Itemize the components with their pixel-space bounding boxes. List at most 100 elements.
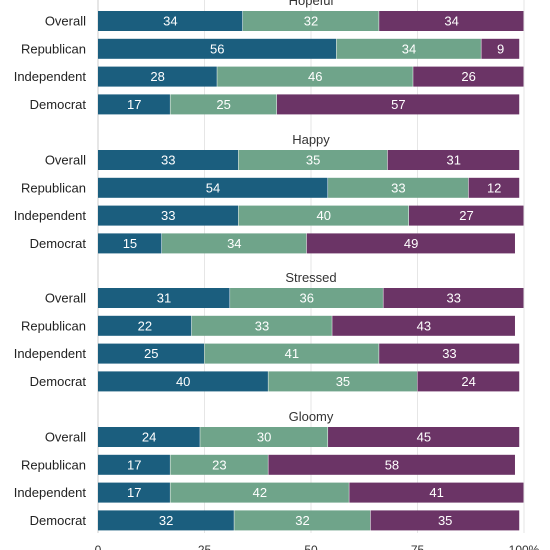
bar-segment-third [417,371,520,392]
category-label: Democrat [30,97,87,112]
bar-segment-third [332,315,515,336]
bar-value-label: 31 [157,291,171,306]
bar-segment-second [191,315,332,336]
bar-value-label: 33 [391,180,405,195]
bar-segment-third [306,233,515,254]
bar-value-label: 45 [417,430,431,445]
category-label: Republican [21,180,86,195]
bar-segment-third [408,205,524,226]
bar-value-label: 9 [497,41,504,56]
bar-segment-first [98,288,230,308]
bar-segment-first [98,94,170,115]
bar-segment-third [370,510,520,531]
bar-value-label: 15 [123,236,137,251]
bar-value-label: 33 [255,318,269,333]
category-label: Overall [45,291,86,306]
bar-segment-second [200,427,328,447]
bar-segment-third [413,66,524,87]
category-label: Independent [14,485,87,500]
category-label: Overall [45,430,86,445]
bar-segment-first [98,11,243,31]
bar-value-label: 33 [446,291,460,306]
bar-segment-second [161,233,307,254]
bar-segment-third [481,38,520,59]
bar-segment-third [468,177,520,198]
panel-title: Happy [292,132,330,147]
category-label: Democrat [30,513,87,528]
bar-value-label: 56 [210,41,224,56]
bar-value-label: 49 [404,236,418,251]
bar-value-label: 24 [142,430,156,445]
bar-value-label: 22 [138,318,152,333]
bar-value-label: 28 [150,69,164,84]
bar-segment-second [230,288,383,308]
category-label: Republican [21,318,86,333]
category-label: Democrat [30,374,87,389]
x-tick-label: 100% [509,543,540,550]
bar-value-label: 40 [176,374,190,389]
bar-value-label: 12 [487,180,501,195]
panel-title: Stressed [285,270,336,285]
bar-value-label: 35 [438,513,452,528]
category-label: Democrat [30,236,87,251]
bar-value-label: 34 [444,14,458,29]
bar-segment-first [98,177,328,198]
bar-segment-second [204,343,379,364]
bar-segment-third [268,454,515,475]
bar-value-label: 17 [127,485,141,500]
bar-value-label: 32 [159,513,173,528]
bar-segment-third [379,11,524,31]
bar-value-label: 40 [317,208,331,223]
x-tick-label: 25 [198,543,212,550]
bar-value-label: 34 [402,41,416,56]
bar-value-label: 31 [446,153,460,168]
bar-value-label: 24 [461,374,475,389]
bar-segment-first [98,150,239,170]
category-label: Overall [45,14,86,29]
bar-segment-second [170,482,349,503]
bar-segment-first [98,315,192,336]
panel-title: Hopeful [289,0,334,8]
bar-segment-first [98,482,170,503]
bar-value-label: 35 [336,374,350,389]
bar-segment-first [98,427,200,447]
bar-segment-second [170,94,277,115]
bar-value-label: 32 [304,14,318,29]
bar-segment-first [98,510,234,531]
bar-segment-second [217,66,413,87]
bar-segment-third [276,94,520,115]
bar-value-label: 34 [227,236,241,251]
bar-segment-third [379,343,520,364]
bar-value-label: 36 [300,291,314,306]
bar-value-label: 34 [163,14,177,29]
bar-segment-second [170,454,268,475]
x-tick-label: 50 [304,543,318,550]
bar-segment-first [98,38,337,59]
category-label: Independent [14,69,87,84]
bar-segment-third [383,288,524,308]
bar-value-label: 17 [127,457,141,472]
category-label: Republican [21,41,86,56]
bar-segment-third [349,482,524,503]
category-label: Republican [21,457,86,472]
panel-title: Gloomy [289,409,334,424]
bar-value-label: 25 [216,97,230,112]
bar-segment-first [98,66,217,87]
bar-value-label: 46 [308,69,322,84]
bar-value-label: 27 [459,208,473,223]
bar-segment-second [242,11,379,31]
bar-value-label: 25 [144,346,158,361]
bar-value-label: 58 [385,457,399,472]
bar-segment-first [98,454,170,475]
category-label: Independent [14,346,87,361]
bar-segment-first [98,205,239,226]
bar-value-label: 32 [295,513,309,528]
bar-segment-first [98,233,162,254]
bar-value-label: 33 [442,346,456,361]
bar-segment-first [98,371,268,392]
bar-value-label: 41 [285,346,299,361]
bar-segment-second [238,150,388,170]
bar-segment-third [328,427,520,447]
x-tick-label: 0 [95,543,102,550]
